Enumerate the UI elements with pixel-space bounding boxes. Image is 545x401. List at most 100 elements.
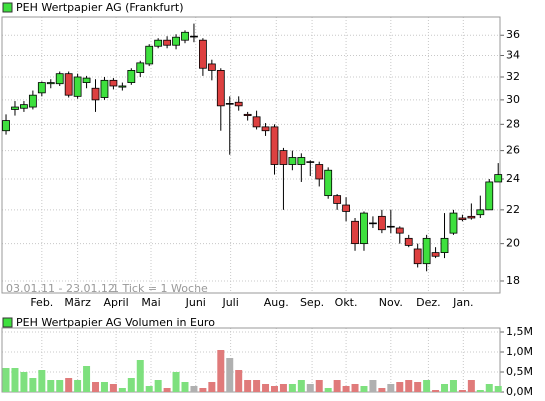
candle-body: [207, 63, 216, 71]
candle-body: [118, 85, 127, 88]
candle-body: [440, 237, 449, 254]
volume-bar: [118, 388, 126, 392]
candle-body: [422, 237, 431, 265]
candle-body: [404, 237, 413, 246]
candle-body: [494, 174, 503, 183]
candle-body: [199, 39, 207, 69]
volume-bar: [351, 384, 359, 392]
candle-body: [109, 79, 118, 87]
x-tick-label: März: [64, 296, 91, 309]
candle-body: [127, 70, 136, 83]
candle-body: [37, 82, 46, 94]
volume-bar: [109, 384, 117, 392]
y-tick-label: 32: [506, 70, 520, 83]
x-tick-label: Nov.: [379, 296, 403, 309]
y-tick-label: 0,5M: [506, 365, 533, 378]
y-tick-label: 22: [506, 203, 520, 216]
x-tick-label: Aug.: [264, 296, 289, 309]
volume-bar: [288, 384, 296, 392]
candle-body: [2, 120, 10, 132]
volume-bar: [100, 382, 108, 392]
x-tick-label: Juni: [185, 296, 206, 309]
candle-body: [261, 126, 270, 132]
candle-body: [476, 209, 485, 216]
volume-bar: [235, 370, 243, 392]
volume-bar: [136, 360, 144, 392]
y-tick-label: 20: [506, 237, 520, 250]
candle-body: [20, 104, 28, 109]
candle-body: [82, 77, 91, 83]
candle-body: [377, 215, 386, 231]
candle-body: [216, 70, 225, 107]
volume-bar: [11, 368, 19, 392]
candle-body: [73, 76, 82, 97]
candle-body: [351, 220, 359, 245]
candle-body: [413, 248, 422, 265]
candle-body: [64, 73, 73, 96]
y-tick-label: 26: [506, 144, 520, 157]
candle-body: [91, 87, 100, 101]
x-tick-label: Sep.: [300, 296, 324, 309]
volume-bar: [315, 380, 323, 392]
x-tick-label: Feb.: [30, 296, 53, 309]
candle-body: [431, 252, 440, 257]
volume-bar: [342, 386, 350, 392]
candle-body: [270, 126, 279, 165]
volume-bar: [467, 380, 475, 392]
date-range: 03.01.11 - 23.01.12: [6, 282, 115, 295]
volume-bar: [333, 380, 341, 392]
chart-title: PEH Wertpapier AG (Frankfurt): [16, 1, 183, 14]
legend-swatch: [2, 317, 13, 328]
volume-bar: [494, 386, 502, 392]
volume-bar: [244, 380, 252, 392]
volume-bar: [47, 380, 55, 392]
y-tick-label: 1,0M: [506, 345, 533, 358]
volume-bar: [458, 390, 466, 392]
candle-body: [306, 161, 315, 163]
y-tick-label: 1,5M: [506, 325, 533, 338]
y-tick-label: 28: [506, 117, 520, 130]
volume-bar: [414, 382, 422, 392]
candle-body: [279, 150, 288, 165]
volume-bar: [441, 384, 449, 392]
y-tick-label: 30: [506, 93, 520, 106]
volume-bar: [154, 380, 162, 392]
y-tick-label: 36: [506, 28, 520, 41]
volume-bar: [306, 384, 314, 392]
volume-bar: [74, 380, 82, 392]
volume-bar: [145, 386, 153, 392]
volume-bar: [172, 372, 180, 392]
candle-body: [225, 103, 234, 105]
volume-bar: [208, 382, 216, 392]
volume-bar: [127, 378, 135, 392]
candle-body: [234, 101, 243, 107]
candle-body: [369, 222, 377, 225]
legend-swatch: [2, 2, 13, 13]
volume-bar: [2, 368, 10, 392]
volume-bar: [181, 382, 189, 392]
volume-bar: [199, 388, 207, 392]
volume-bar: [387, 384, 395, 392]
volume-bar: [324, 388, 332, 392]
volume-bar: [83, 366, 91, 392]
volume-bar: [378, 388, 386, 392]
x-tick-label: Jan.: [452, 296, 473, 309]
volume-bar: [253, 380, 261, 392]
volume-bar: [432, 390, 440, 392]
candle-body: [145, 45, 154, 65]
tick-note: 1 Tick = 1 Woche: [112, 282, 208, 295]
x-tick-label: Dez.: [416, 296, 441, 309]
y-tick-label: 24: [506, 172, 520, 185]
candle-body: [172, 36, 180, 46]
volume-bar: [92, 382, 100, 392]
volume-bar: [217, 350, 225, 392]
candle-body: [190, 35, 198, 38]
volume-bar: [29, 378, 37, 392]
volume-bar: [405, 380, 413, 392]
candle-body: [333, 195, 342, 204]
x-tick-label: Okt.: [335, 296, 358, 309]
volume-bar: [262, 384, 270, 392]
candle-body: [11, 106, 19, 110]
candle-body: [252, 116, 261, 128]
candle-body: [342, 204, 350, 212]
